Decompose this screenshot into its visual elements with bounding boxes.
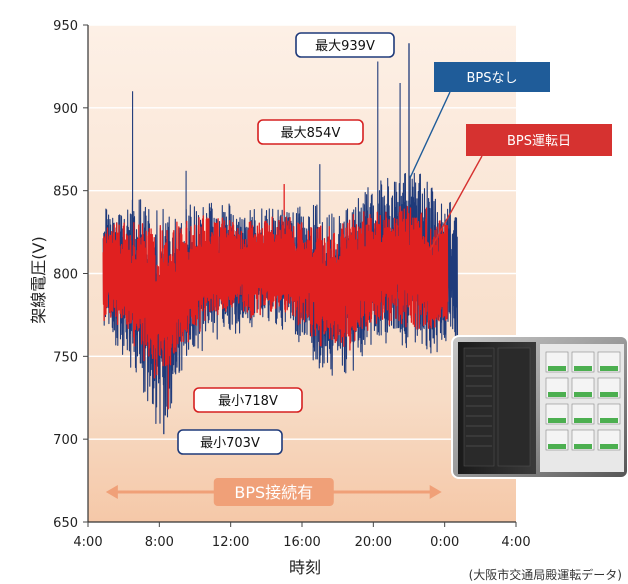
band-arrow-left [105,485,118,499]
x-tick-label: 4:00 [73,535,102,550]
y-tick-label: 900 [53,102,78,117]
annotations: 最大939V 最大854V 最小718V 最小703V [177,32,395,455]
annotation-box [295,32,395,58]
legend-box [466,124,612,156]
bps-connection-band: BPS接続有 [105,478,442,506]
source-note: (大阪市交通局殿運転データ) [469,567,622,582]
annotation-label: 最大939V [315,39,375,54]
x-tick-label: 0:00 [430,535,459,550]
band-label-box [213,478,334,506]
y-tick-label: 800 [53,268,78,283]
legend-label: BPS運転日 [507,134,571,149]
x-tick-label: 4:00 [501,535,530,550]
annotation-label: 最小718V [218,394,278,409]
x-tick-label: 12:00 [212,535,249,550]
legend-box [434,62,550,92]
y-tick-labels: 650 700 750 800 850 900 950 [53,19,88,531]
legend-label: BPSなし [466,71,517,86]
series-trace [102,205,449,379]
series-bps-operating [102,184,449,410]
y-tick-label: 750 [53,350,78,365]
y-tick-label: 950 [53,19,78,34]
y-tick-label: 650 [53,516,78,531]
legend: BPSなし BPS運転日 [409,62,612,251]
annotation-box [257,119,364,145]
x-tick-label: 8:00 [145,535,174,550]
annotation-label: 最小703V [200,436,260,451]
equipment-photo [451,335,628,479]
band-label: BPS接続有 [234,483,313,502]
annotation-box [193,387,303,413]
x-axis-title: 時刻 [289,558,321,577]
x-tick-label: 16:00 [283,535,320,550]
series-layer [102,43,459,435]
y-tick-label: 850 [53,185,78,200]
y-tick-label: 700 [53,433,78,448]
x-tick-labels: 4:00 8:00 12:00 16:00 20:00 0:00 4:00 [73,522,531,550]
legend-leader-line [429,155,483,251]
y-axis-title: 架線電圧(V) [29,236,48,323]
band-arrow-right [429,485,442,499]
x-tick-label: 20:00 [355,535,392,550]
annotation-label: 最大854V [281,126,341,141]
legend-leader-line [409,91,451,179]
annotation-box [177,429,283,455]
